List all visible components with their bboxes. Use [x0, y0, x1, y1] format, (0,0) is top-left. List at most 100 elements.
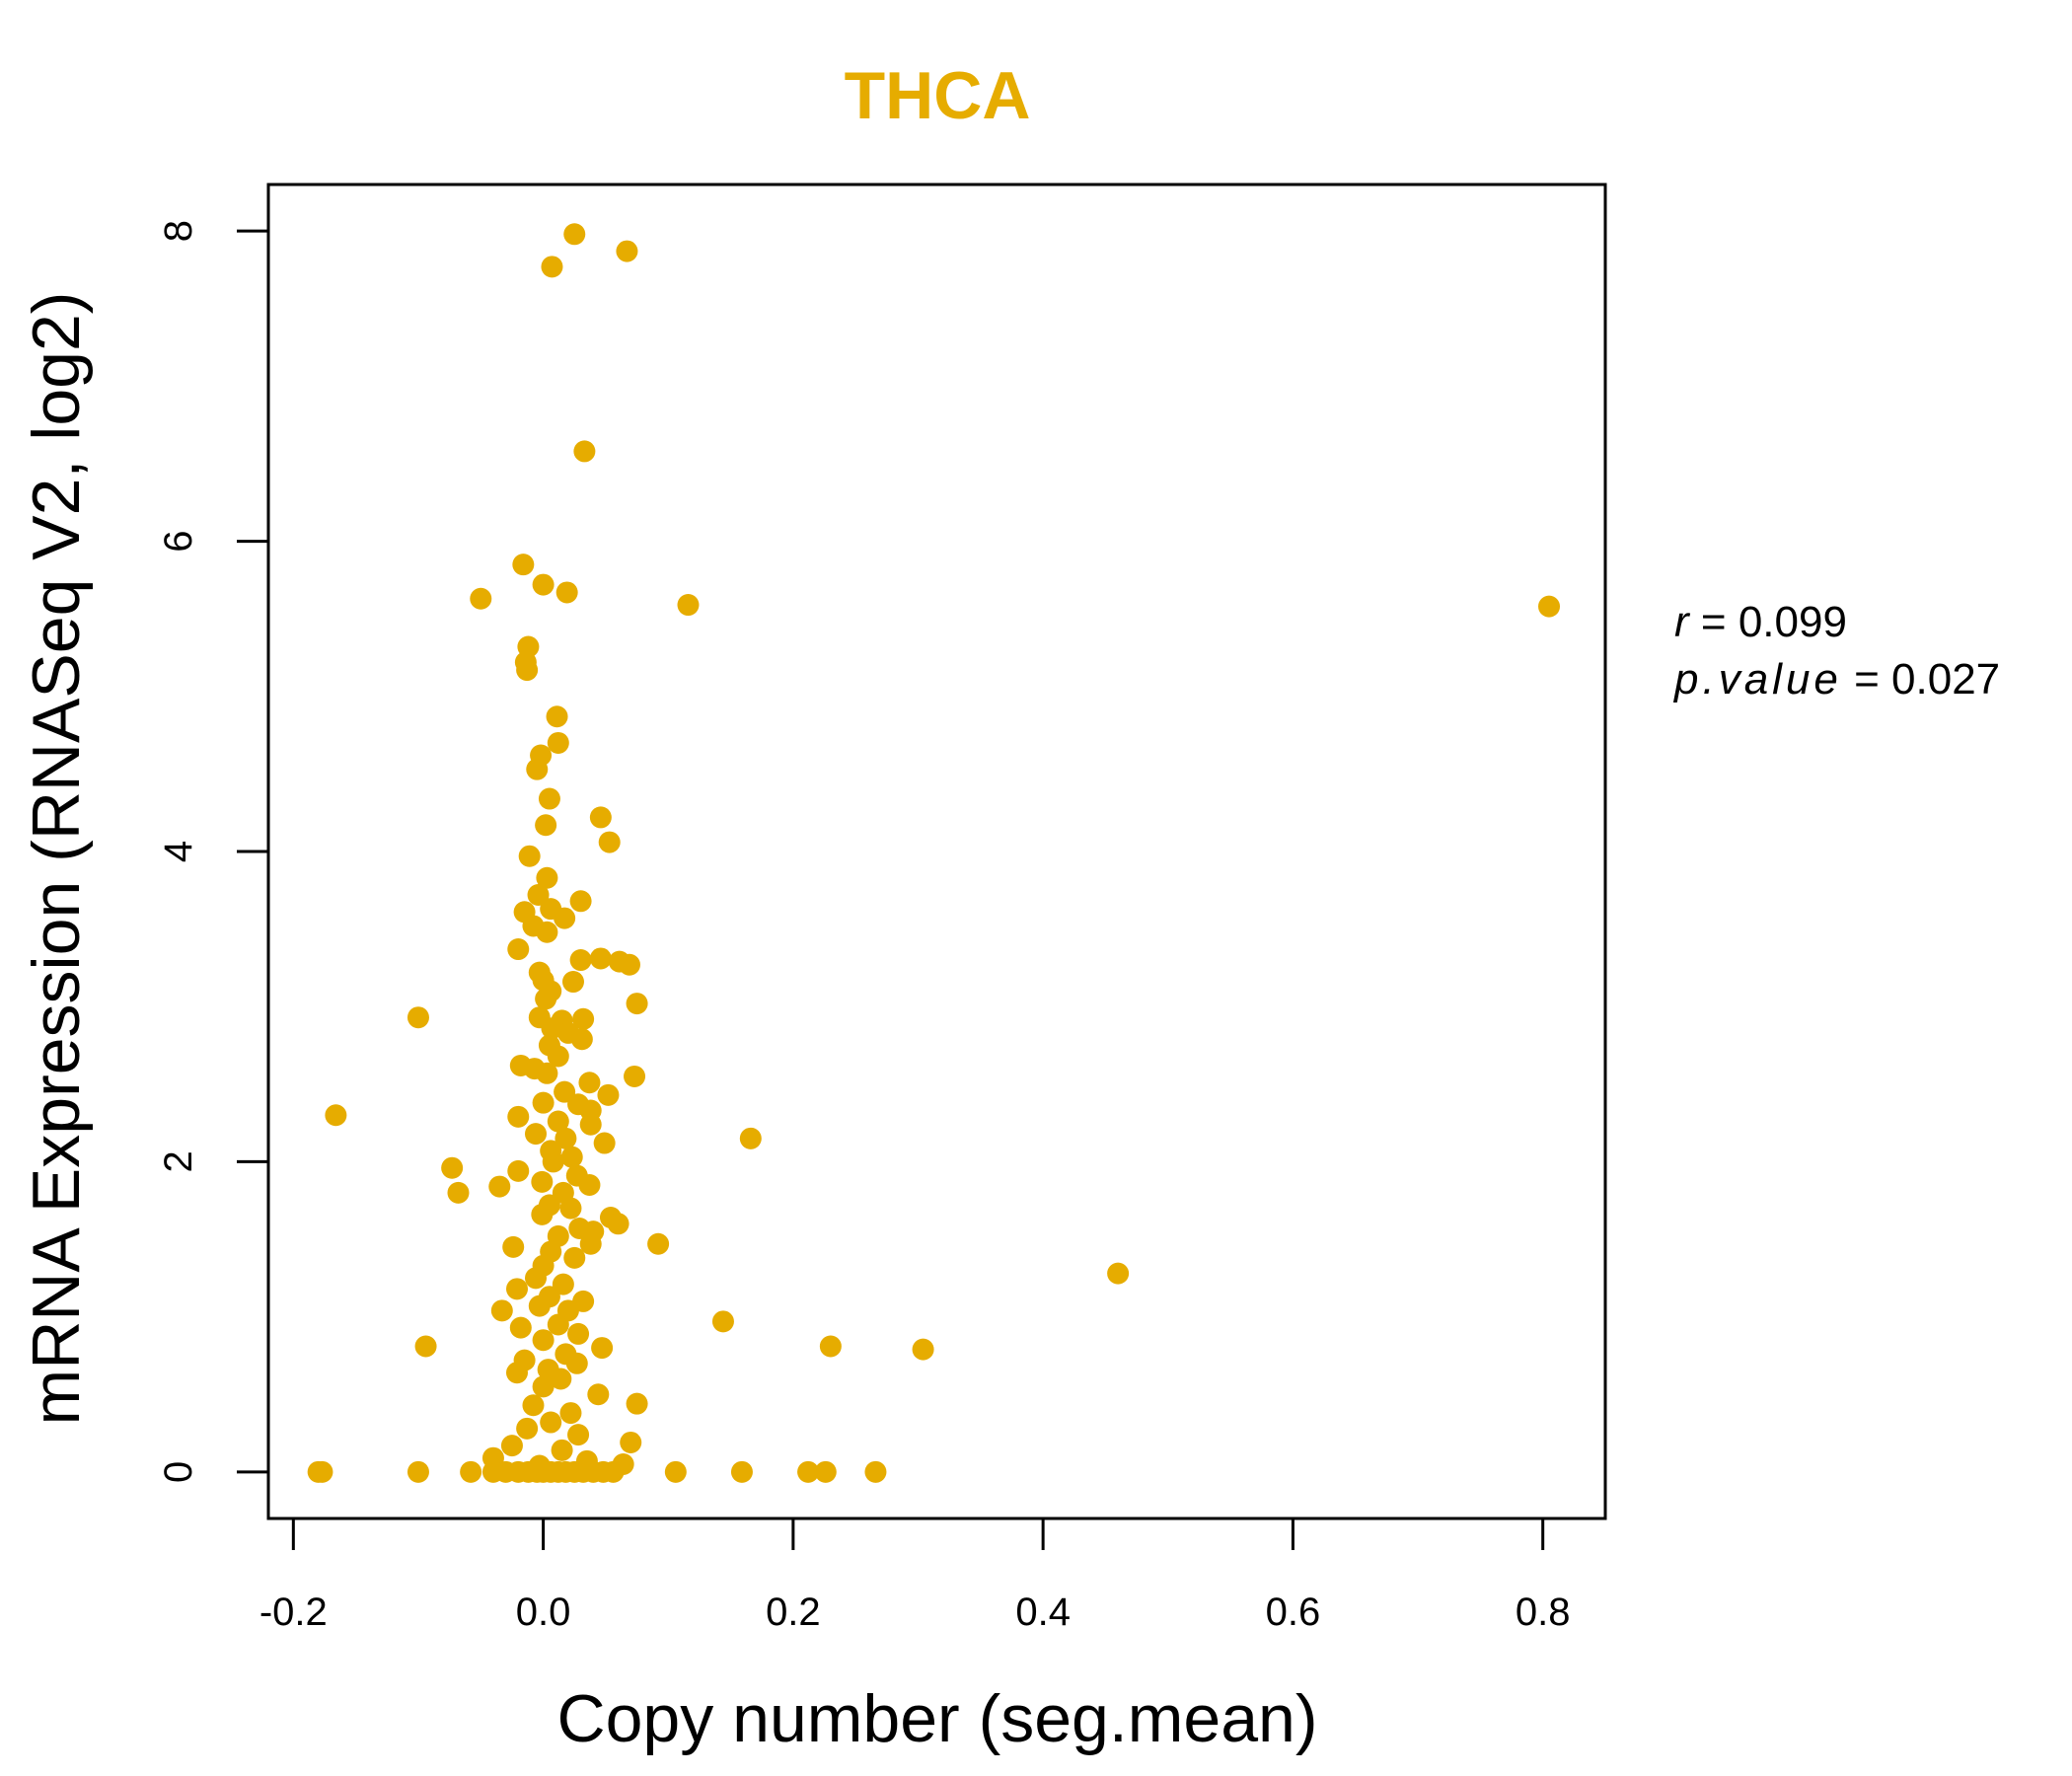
plot-frame — [266, 183, 1607, 1520]
data-point — [559, 1197, 582, 1220]
r-equals: = — [1689, 598, 1739, 646]
data-point — [500, 1435, 523, 1457]
data-point — [814, 1460, 837, 1483]
data-point — [591, 1337, 614, 1360]
data-point — [547, 731, 569, 754]
data-point — [311, 1460, 333, 1483]
data-point — [598, 831, 621, 853]
data-point — [532, 1091, 555, 1114]
data-point — [555, 1127, 577, 1149]
data-point — [593, 1132, 616, 1154]
data-point — [325, 1104, 347, 1127]
data-point — [507, 1105, 530, 1128]
x-tick-label: 0.2 — [766, 1591, 821, 1634]
data-point — [526, 758, 549, 780]
data-point — [554, 1080, 576, 1103]
x-axis: -0.2 0.0 0.2 0.4 0.6 0.8 — [259, 1517, 1571, 1634]
data-point — [711, 1310, 734, 1333]
data-point — [550, 1368, 572, 1390]
data-point — [551, 1439, 573, 1461]
data-point — [531, 1170, 554, 1193]
data-point — [570, 1028, 593, 1051]
data-point — [620, 1431, 642, 1453]
data-point — [547, 1313, 569, 1336]
data-point — [522, 1394, 545, 1417]
data-point — [488, 1175, 511, 1198]
data-point — [546, 705, 568, 728]
data-point — [536, 921, 558, 943]
data-point — [470, 587, 492, 610]
x-tick-label: 0.6 — [1266, 1591, 1321, 1634]
data-point — [602, 1460, 625, 1483]
p-value: 0.027 — [1891, 655, 2000, 703]
data-point — [573, 440, 596, 463]
data-point — [554, 907, 576, 929]
data-point — [565, 1352, 588, 1374]
data-point — [460, 1460, 482, 1483]
data-point — [563, 1246, 586, 1269]
data-point — [578, 1072, 601, 1094]
data-point — [527, 884, 550, 907]
data-point — [561, 971, 584, 994]
data-point — [819, 1335, 842, 1358]
data-point — [509, 1316, 532, 1339]
data-point — [567, 1424, 590, 1446]
data-point — [525, 1267, 547, 1290]
y-tick-label: 8 — [157, 220, 200, 242]
data-point — [536, 1062, 558, 1084]
data-point — [589, 806, 612, 829]
data-point — [572, 1007, 595, 1030]
data-point — [739, 1127, 762, 1149]
x-tick-label: -0.2 — [259, 1591, 328, 1634]
p-equals: = — [1842, 655, 1891, 703]
y-axis: 0 2 4 6 8 — [157, 220, 270, 1483]
data-point — [407, 1006, 429, 1029]
data-point — [535, 814, 557, 837]
data-point — [552, 1273, 574, 1295]
y-tick-label: 6 — [157, 530, 200, 552]
data-point — [597, 1083, 620, 1106]
data-point — [569, 890, 592, 913]
data-point — [578, 1174, 601, 1196]
r-label: r — [1674, 598, 1691, 646]
data-point — [547, 1045, 569, 1068]
data-point — [414, 1335, 437, 1358]
data-point — [579, 1113, 602, 1136]
data-point — [560, 1146, 583, 1168]
data-point — [441, 1156, 464, 1179]
data-point — [1107, 1262, 1130, 1285]
data-point — [447, 1181, 470, 1204]
data-point — [607, 1213, 629, 1235]
data-point — [541, 256, 563, 278]
y-tick-label: 4 — [157, 841, 200, 862]
data-point — [587, 1383, 610, 1406]
data-point — [624, 1065, 646, 1087]
data-point — [664, 1460, 687, 1483]
data-point — [559, 1402, 582, 1425]
data-point — [532, 1375, 555, 1398]
data-point — [506, 1278, 529, 1300]
data-point — [538, 787, 560, 810]
data-point — [626, 993, 648, 1015]
data-point — [407, 1460, 429, 1483]
data-point — [569, 949, 592, 972]
data-point — [1538, 595, 1561, 618]
data-point — [730, 1460, 753, 1483]
data-point — [507, 1159, 530, 1182]
data-point — [579, 1232, 602, 1255]
data-point — [512, 554, 535, 576]
x-tick-label: 0.8 — [1516, 1591, 1571, 1634]
stats-annotation: r = 0.099 p.value = 0.027 — [1672, 598, 2000, 703]
data-point — [507, 938, 530, 961]
data-point — [490, 1299, 513, 1322]
data-point — [506, 1362, 529, 1384]
chart-title: THCA — [845, 58, 1031, 133]
data-point — [555, 581, 578, 604]
p-label: p.value — [1672, 655, 1842, 703]
data-point — [677, 594, 700, 617]
data-point — [518, 845, 541, 867]
data-point — [532, 573, 555, 596]
data-point — [626, 1392, 648, 1415]
data-point — [536, 866, 558, 889]
